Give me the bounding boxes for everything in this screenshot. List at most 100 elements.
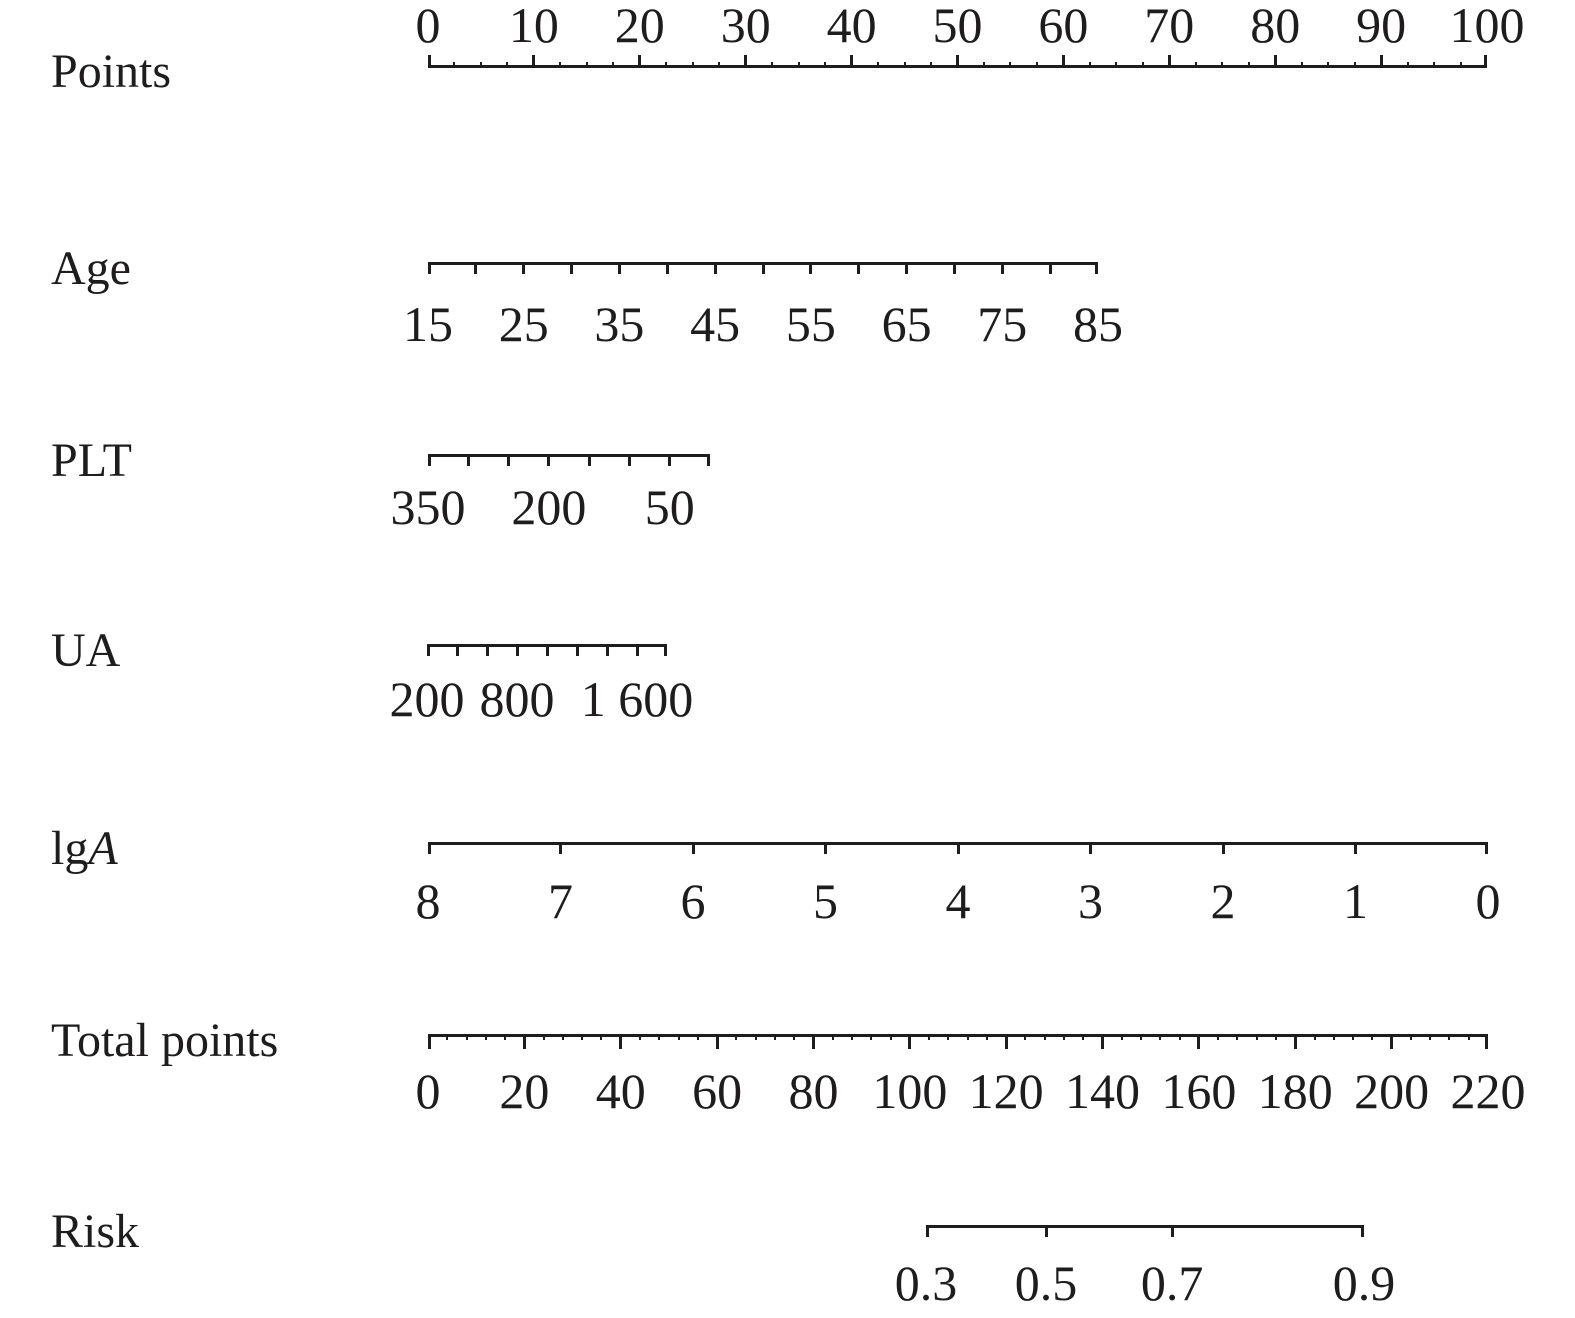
tick-mark-total-points [1332,1034,1335,1040]
tick-mark-risk [926,1225,929,1237]
tick-mark-total-points [851,1034,853,1040]
tick-mark-points [1484,55,1487,68]
axis-line-plt [428,454,710,457]
tick-mark-total-points [811,1034,815,1049]
tick-mark-ua [545,644,549,656]
tick-mark-total-points [446,1034,449,1040]
tick-label-age: 65 [881,296,932,352]
tick-mark-ua [455,644,459,656]
tick-mark-points [1035,62,1038,68]
axis-title-lga: lgA [51,825,118,873]
tick-label-total-points: 100 [872,1063,948,1119]
tick-mark-age [905,262,909,274]
tick-mark-total-points [1197,1034,1201,1049]
tick-mark-total-points [1485,1034,1488,1049]
tick-label-lga: 8 [415,873,441,929]
tick-mark-points [771,62,774,68]
tick-label-points: 10 [508,0,559,53]
tick-mark-age [713,262,717,274]
tick-mark-ua [427,644,430,656]
tick-mark-total-points [947,1034,950,1040]
tick-mark-total-points [428,1034,431,1049]
tick-mark-points [1247,62,1250,68]
tick-mark-total-points [542,1034,545,1040]
axis-title-text: Points [51,45,172,98]
axis-line-age [428,262,1098,265]
tick-label-points: 80 [1250,0,1301,53]
tick-label-total-points: 40 [595,1063,646,1119]
axis-line-points [428,65,1487,68]
tick-mark-ua [635,644,639,656]
tick-label-risk: 0.9 [1332,1255,1396,1311]
tick-mark-points [1379,55,1383,68]
tick-mark-ua [575,644,579,656]
tick-mark-total-points [1063,1034,1065,1040]
tick-mark-plt [428,454,431,466]
tick-mark-total-points [1429,1034,1432,1040]
tick-mark-total-points [639,1034,641,1040]
tick-label-age: 15 [403,296,453,352]
tick-mark-lga [1485,842,1488,854]
tick-mark-points [1115,62,1118,68]
tick-label-risk: 0.7 [1140,1255,1204,1311]
axis-title-text: Total points [51,1014,279,1067]
tick-mark-points [744,55,748,68]
tick-label-age: 75 [977,296,1028,352]
tick-mark-total-points [1448,1034,1451,1040]
tick-label-points: 40 [826,0,877,53]
tick-label-total-points: 20 [499,1063,550,1119]
axis-title-plt: PLT [51,437,132,485]
tick-mark-points [691,62,694,68]
tick-mark-total-points [1120,1034,1123,1040]
tick-mark-total-points [715,1034,719,1049]
tick-mark-total-points [1293,1034,1297,1049]
tick-mark-total-points [735,1034,738,1040]
tick-mark-points [559,62,562,68]
tick-mark-plt [627,454,631,466]
tick-mark-points [930,62,933,68]
tick-mark-total-points [1409,1034,1412,1040]
axis-title-points: Points [51,48,171,96]
tick-label-total-points: 160 [1161,1063,1237,1119]
tick-label-lga: 6 [680,873,706,929]
tick-mark-plt [587,454,591,466]
tick-label-points: 60 [1038,0,1089,53]
axis-title-age: Age [51,245,131,293]
tick-mark-points [638,55,642,68]
tick-label-age: 85 [1073,296,1123,352]
tick-mark-ua [485,644,489,656]
tick-mark-total-points [1159,1034,1162,1040]
tick-mark-points [612,62,615,68]
tick-mark-points [877,62,880,68]
tick-mark-points [797,62,800,68]
tick-mark-total-points [522,1034,526,1049]
tick-mark-points [718,62,721,68]
tick-mark-total-points [484,1034,487,1040]
tick-mark-total-points [1004,1034,1008,1049]
tick-mark-plt [707,454,710,466]
tick-mark-ua [605,644,609,656]
tick-mark-points [1221,62,1224,68]
tick-mark-total-points [1255,1034,1258,1040]
tick-mark-age [570,262,574,274]
tick-mark-points [453,62,456,68]
tick-mark-points [824,62,827,68]
tick-mark-plt [547,454,551,466]
tick-mark-lga [1354,842,1357,854]
tick-mark-age [952,262,956,274]
tick-label-total-points: 220 [1450,1063,1526,1119]
tick-label-lga: 0 [1475,873,1501,929]
tick-mark-points [585,62,588,68]
tick-label-risk: 0.3 [894,1255,958,1311]
tick-mark-risk [1170,1225,1174,1237]
tick-mark-lga [1089,842,1092,854]
axis-title-text: Age [51,242,131,295]
tick-mark-total-points [1313,1034,1316,1040]
axis-line-ua [427,644,667,647]
tick-label-lga: 5 [813,873,838,929]
tick-mark-ua [515,644,519,656]
tick-mark-ua [664,644,667,656]
tick-mark-age [761,262,765,274]
tick-mark-total-points [1371,1034,1374,1040]
